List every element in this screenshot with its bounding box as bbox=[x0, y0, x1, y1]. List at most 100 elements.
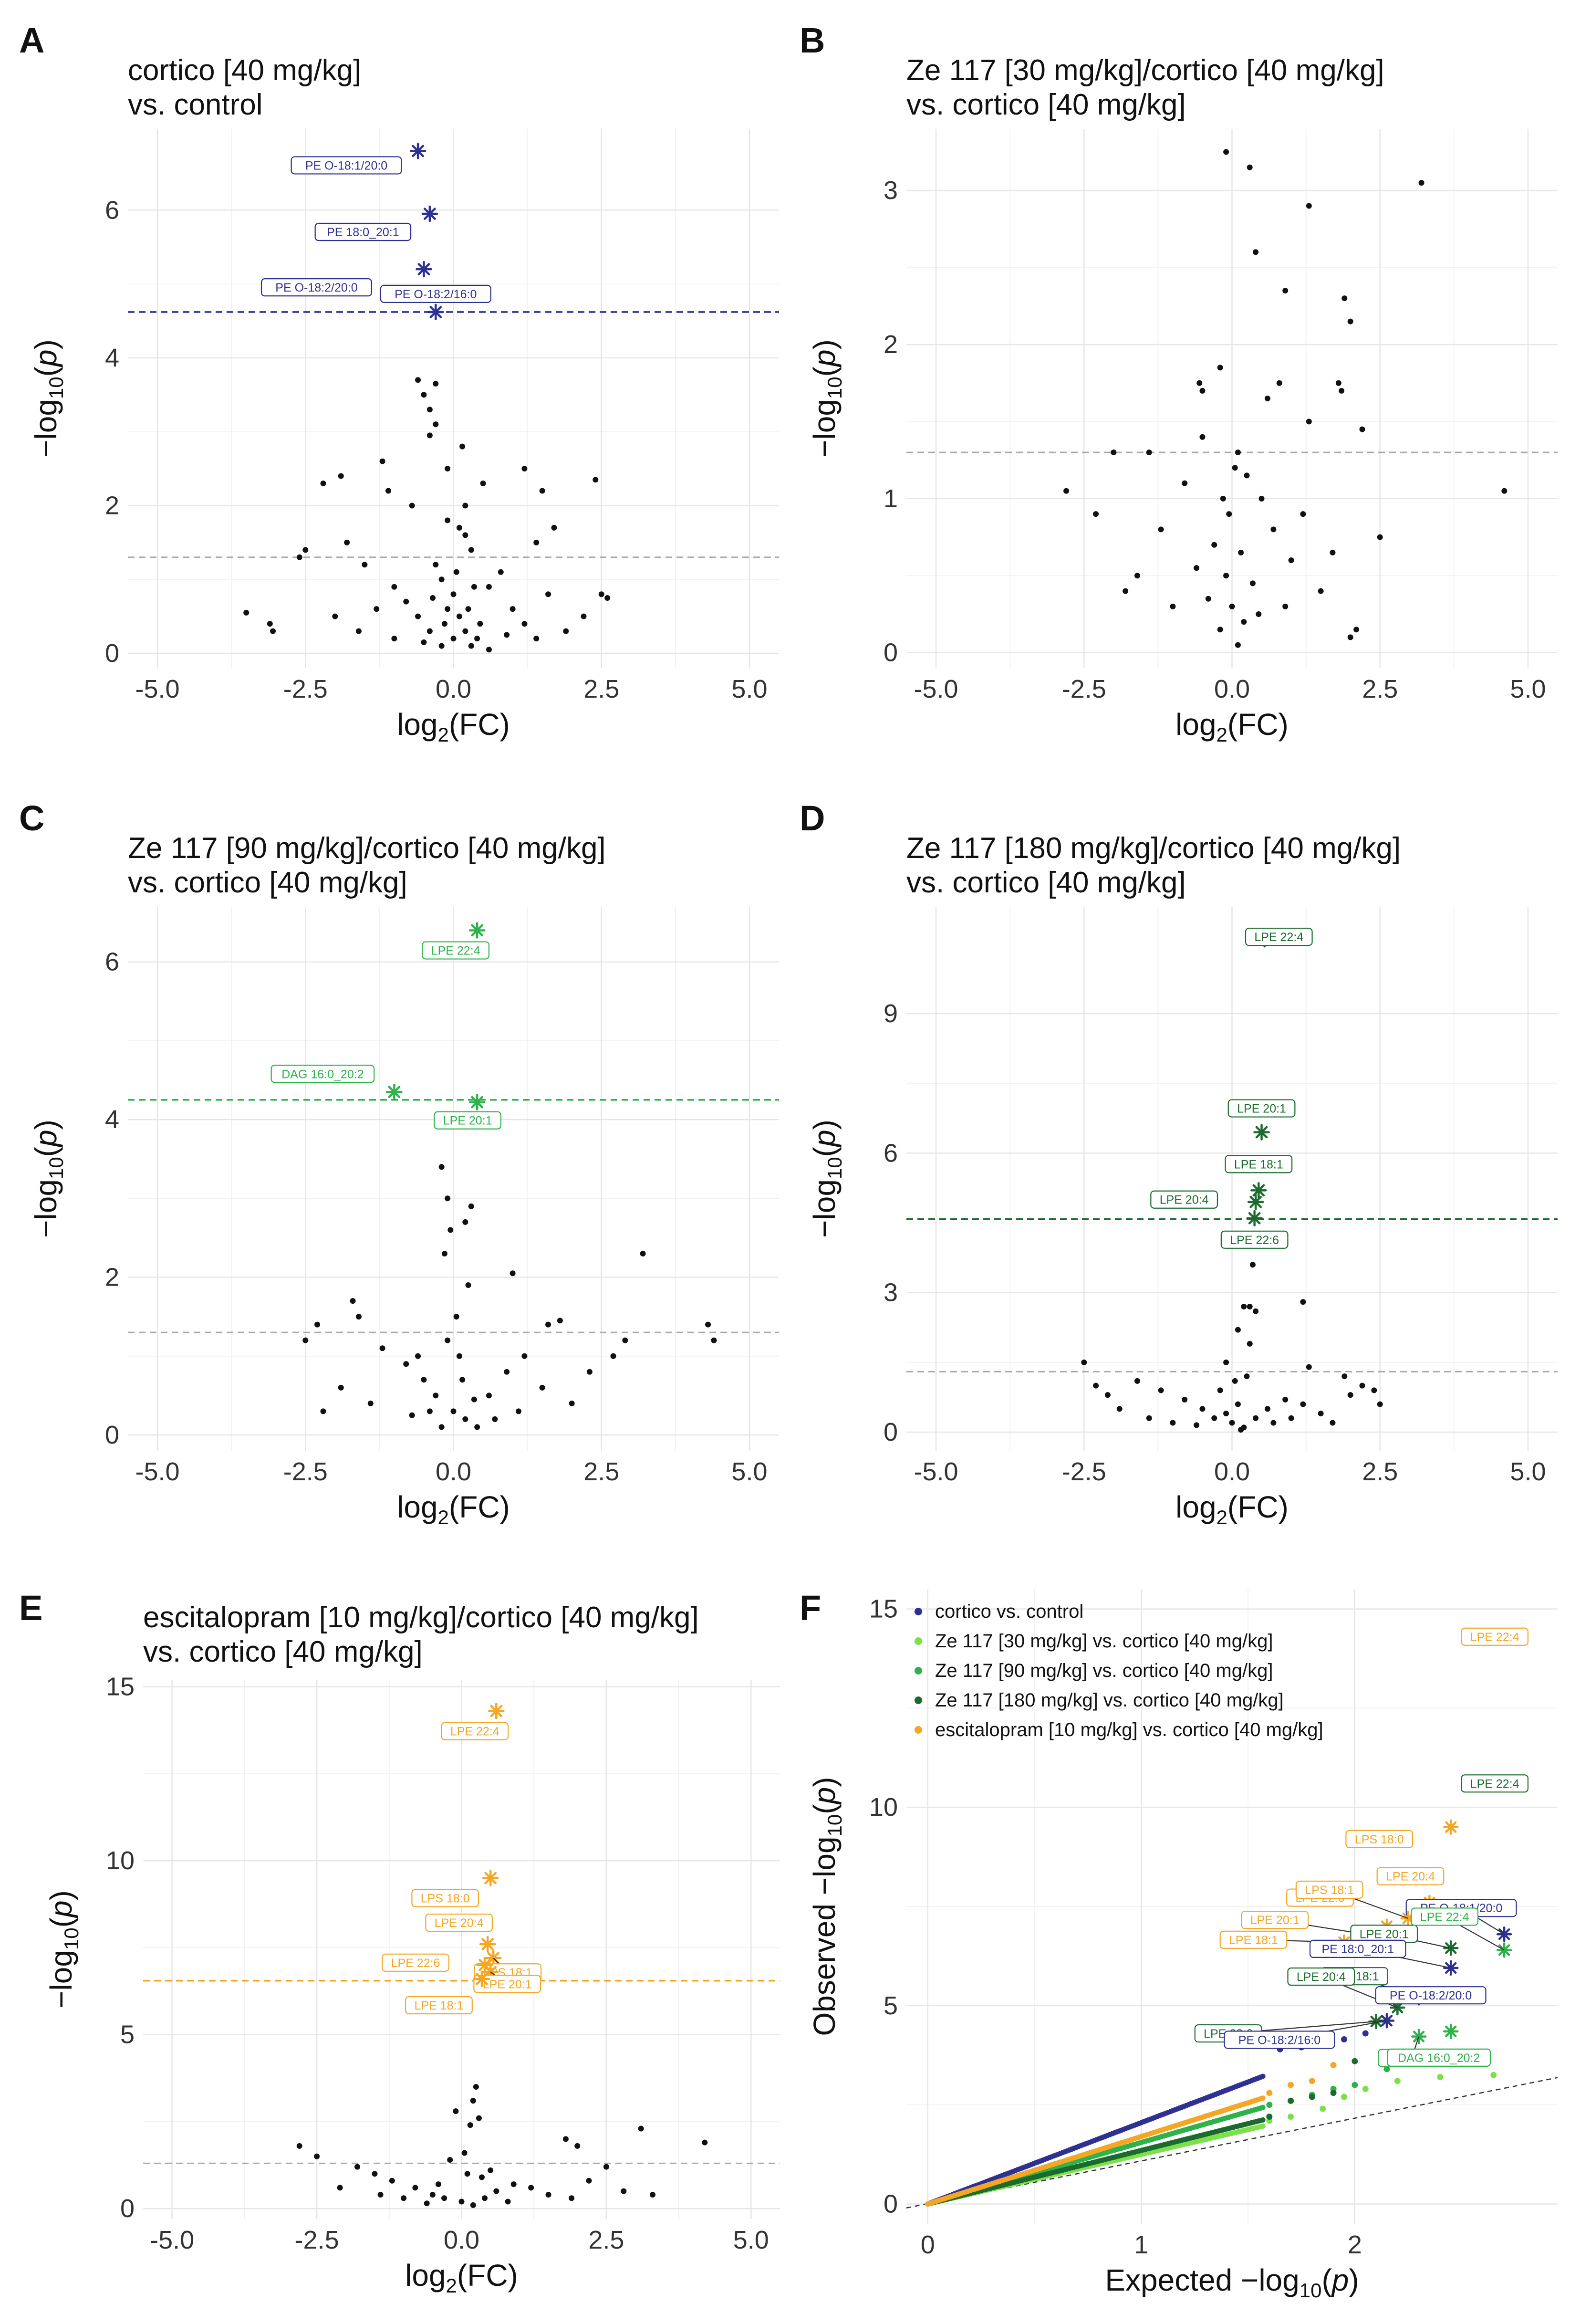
data-point bbox=[302, 547, 309, 553]
data-point bbox=[1238, 1427, 1244, 1433]
highlighted-point bbox=[476, 1957, 493, 1974]
data-point bbox=[498, 569, 504, 575]
data-point bbox=[621, 2188, 627, 2194]
data-point bbox=[243, 609, 250, 616]
qq-point bbox=[1260, 2117, 1266, 2123]
point-label-box bbox=[422, 941, 490, 960]
highlighted-point bbox=[1443, 2023, 1459, 2040]
legend: cortico vs. control Ze 117 [30 mg/kg] vs.… bbox=[915, 1601, 1323, 1740]
data-point bbox=[1146, 450, 1152, 455]
data-point bbox=[445, 466, 451, 472]
data-point bbox=[314, 1321, 321, 1328]
qq-point bbox=[1288, 2082, 1294, 2088]
data-point bbox=[1205, 596, 1211, 602]
highlighted-point bbox=[473, 1970, 490, 1988]
grid bbox=[906, 907, 1558, 1451]
data-point bbox=[355, 628, 362, 634]
qq-series bbox=[925, 1947, 1508, 2207]
data-point bbox=[1241, 1303, 1247, 1309]
legend-swatch bbox=[915, 1637, 922, 1645]
y-tick-label: 2 bbox=[105, 491, 119, 520]
highlighted-point bbox=[1250, 1182, 1267, 1199]
data-point bbox=[421, 1377, 427, 1383]
data-point bbox=[610, 1353, 616, 1359]
data-point bbox=[314, 2153, 320, 2159]
panel-b-plot: -5.0 -2.5 0.0 2.5 5.0 0 1 2 3 log2(FC) −log10(p) bbox=[807, 129, 1558, 746]
data-point bbox=[1306, 419, 1312, 425]
data-point bbox=[539, 488, 545, 494]
data-point bbox=[377, 2191, 384, 2198]
data-point bbox=[462, 502, 468, 509]
panel-c: C Ze 117 [90 mg/kg]/cortico [40 mg/kg] v… bbox=[19, 798, 779, 1528]
data-point bbox=[438, 576, 445, 583]
data-point bbox=[1256, 611, 1262, 617]
data-point bbox=[478, 2174, 485, 2180]
data-point bbox=[1104, 1392, 1111, 1398]
highlighted-point bbox=[1253, 1124, 1270, 1141]
data-point bbox=[1247, 1303, 1253, 1309]
x-tick-label: 0.0 bbox=[436, 675, 471, 703]
panel-f-plot: 0 1 2 0 5 10 15 Expected −log10(p) Observed −log… bbox=[807, 1589, 1558, 2302]
y-tick-label: 2 bbox=[884, 330, 898, 359]
point-label-box bbox=[1375, 1986, 1487, 2005]
x-tick-label: -5.0 bbox=[135, 1457, 180, 1486]
data-point bbox=[528, 2185, 534, 2191]
point-label-text: LPE 18:1 bbox=[415, 1999, 464, 2012]
point-label-box bbox=[380, 284, 491, 303]
data-point bbox=[516, 1408, 521, 1414]
data-point bbox=[557, 1318, 563, 1324]
point-label-text: PE 18:0_20:1 bbox=[1321, 1943, 1394, 1956]
data-point bbox=[474, 636, 480, 642]
data-point bbox=[1306, 1364, 1312, 1370]
panel-a-title-line-2: vs. control bbox=[128, 88, 263, 121]
data-point bbox=[1306, 203, 1312, 209]
data-point bbox=[1217, 627, 1223, 633]
qq-point bbox=[1330, 2062, 1337, 2068]
data-points bbox=[302, 1164, 717, 1430]
grid bbox=[906, 1589, 1558, 2224]
data-point bbox=[493, 2188, 499, 2194]
y-tick-label: 0 bbox=[105, 639, 119, 668]
data-point bbox=[471, 1396, 477, 1403]
data-point bbox=[468, 1203, 474, 1209]
data-point bbox=[505, 2198, 511, 2205]
x-tick-label: 0.0 bbox=[444, 2226, 479, 2254]
data-point bbox=[430, 595, 436, 601]
panel-b-title-line-1: Ze 117 [30 mg/kg]/cortico [40 mg/kg] bbox=[906, 54, 1384, 87]
data-point bbox=[1241, 619, 1247, 625]
point-label: LPS 18:1 bbox=[1295, 1880, 1363, 1899]
data-point bbox=[1359, 1382, 1365, 1389]
data-point bbox=[1194, 1422, 1200, 1428]
point-label-box bbox=[260, 278, 372, 297]
point-label: LPE 22:4 bbox=[1411, 1907, 1479, 1926]
data-point bbox=[467, 2122, 473, 2128]
point-label: LPE 20:4 bbox=[1376, 1867, 1445, 1885]
data-point bbox=[426, 1408, 433, 1414]
panel-b: B Ze 117 [30 mg/kg]/cortico [40 mg/kg] v… bbox=[800, 21, 1558, 746]
point-label-text: LPE 22:4 bbox=[431, 944, 480, 958]
data-point bbox=[354, 2164, 361, 2170]
data-point bbox=[569, 1400, 575, 1406]
point-label: PE O-18:2/20:0 bbox=[260, 278, 372, 297]
data-point bbox=[435, 2181, 441, 2188]
data-point bbox=[453, 1314, 459, 1320]
highlighted-point bbox=[1246, 1210, 1263, 1227]
panel-d-title-line-2: vs. cortico [40 mg/kg] bbox=[906, 866, 1186, 899]
y-axis-title: −log10(p) bbox=[807, 1120, 846, 1238]
y-tick-label: 9 bbox=[884, 999, 898, 1028]
data-point bbox=[1276, 380, 1282, 386]
data-point bbox=[1217, 1387, 1223, 1393]
data-point bbox=[509, 606, 516, 612]
legend-swatch bbox=[915, 1667, 922, 1675]
highlighted-point bbox=[409, 143, 426, 159]
highlighted-point bbox=[482, 1870, 499, 1886]
point-label-box bbox=[434, 1111, 502, 1130]
data-point bbox=[1235, 450, 1241, 455]
y-tick-label: 6 bbox=[884, 1139, 898, 1167]
data-point bbox=[415, 377, 421, 383]
point-label-box bbox=[1411, 1907, 1479, 1926]
y-tick-label: 15 bbox=[106, 1673, 135, 1701]
data-point bbox=[1418, 180, 1424, 186]
x-tick-label: 2.5 bbox=[1362, 1457, 1398, 1486]
x-tick-label: 2.5 bbox=[583, 1457, 619, 1486]
